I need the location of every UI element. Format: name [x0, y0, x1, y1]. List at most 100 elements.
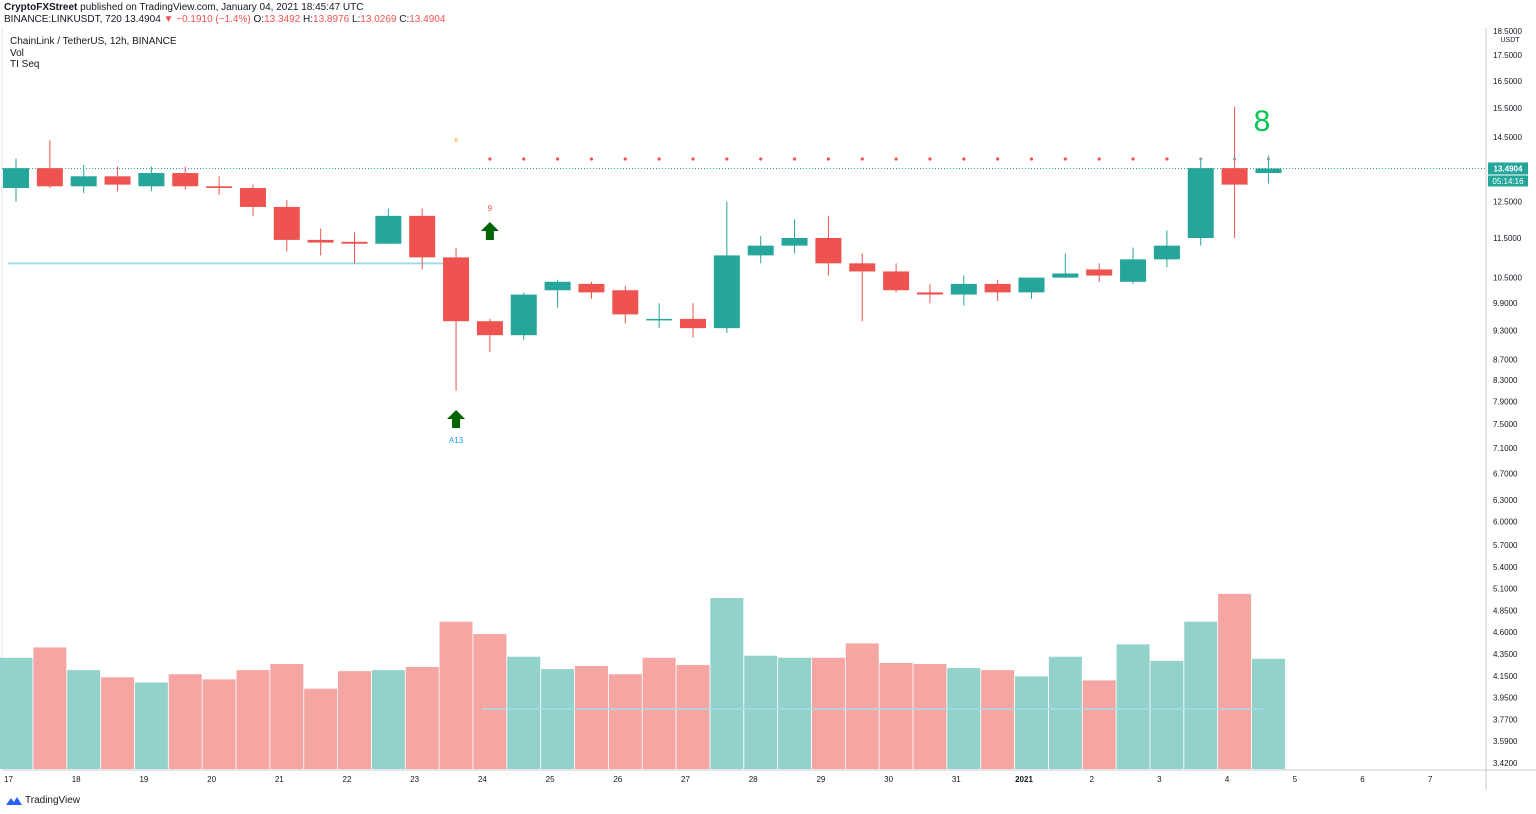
high-label: H: [303, 14, 314, 25]
td-resistance-dot [1063, 157, 1067, 161]
volume-bar [744, 655, 778, 769]
candle-body [104, 176, 131, 185]
candle-body [307, 239, 334, 243]
td-count-9-label: 9 [488, 204, 493, 213]
low-value: 13.0269 [360, 14, 397, 25]
publisher-name[interactable]: CryptoFXStreet [4, 2, 78, 13]
volume-bar [642, 657, 676, 769]
time-axis-tick-label: 24 [478, 775, 487, 784]
time-axis-tick-label: 22 [343, 775, 352, 784]
chart-legend: ChainLink / TetherUS, 12h, BINANCE Vol T… [10, 36, 177, 71]
volume-bar [608, 674, 642, 769]
buy-signal-arrow-icon [480, 222, 499, 240]
volume-bar [371, 670, 405, 769]
price-axis-tick-label: 5.7000 [1493, 541, 1518, 550]
time-axis-tick-label: 20 [207, 775, 216, 784]
low-label: L: [351, 14, 361, 25]
candle-body [612, 290, 639, 315]
candle-body [950, 283, 977, 295]
price-axis-tick-label: 5.4000 [1493, 563, 1518, 572]
td-resistance-dot [589, 157, 594, 161]
time-axis-tick-label: 3 [1157, 775, 1162, 784]
candle-body [443, 257, 470, 322]
time-axis-tick-label: 2021 [1015, 775, 1033, 784]
volume-bar [236, 670, 270, 769]
td-resistance-dot [1233, 157, 1237, 161]
published-text: published on TradingView.com, January 04… [80, 2, 364, 13]
volume-bar [1251, 658, 1285, 769]
time-axis-tick-label: 2 [1089, 775, 1094, 784]
price-axis-tick-label: 4.8500 [1493, 606, 1518, 615]
td-resistance-dot [759, 157, 763, 161]
td-resistance-dot [657, 157, 661, 161]
price-axis-tick-label: 9.3000 [1493, 326, 1518, 335]
volume-bar [1015, 676, 1048, 769]
price-axis-tick-label: 6.0000 [1493, 517, 1518, 526]
volume-bar [879, 662, 913, 769]
tradingview-logo-icon [6, 797, 22, 805]
price-axis-tick-label: 4.1500 [1493, 672, 1518, 681]
candle-body [578, 283, 605, 293]
legend-title[interactable]: ChainLink / TetherUS, 12h, BINANCE [10, 36, 177, 47]
time-axis-tick-label: 4 [1225, 775, 1230, 784]
volume-bar [101, 677, 135, 769]
price-axis-tick-label: 7.5000 [1493, 420, 1518, 429]
volume-bar [913, 663, 947, 769]
candle-body [138, 173, 165, 187]
td-count-8-label: 8 [1254, 105, 1271, 138]
open-value: 13.3492 [264, 14, 301, 25]
td-resistance-dot [826, 157, 831, 161]
candle-body [1221, 168, 1248, 185]
tradingview-footer[interactable]: TradingView [6, 795, 80, 806]
candle-body [815, 238, 842, 264]
price-axis-tick-label: 14.5000 [1493, 133, 1522, 142]
time-axis-tick-label: 26 [613, 775, 622, 784]
price-axis-tick-label: 7.9000 [1493, 398, 1518, 407]
countdown-badge [1488, 175, 1528, 187]
price-axis-tick-label: 3.4200 [1493, 759, 1518, 768]
td-resistance-dot [691, 157, 695, 161]
change-value: ▼ −0.1910 (−1.4%) [163, 14, 251, 25]
time-axis-tick-label: 23 [410, 775, 419, 784]
candle-body [36, 168, 63, 187]
time-axis-tick-label: 7 [1428, 775, 1433, 784]
volume-bar [1218, 593, 1252, 769]
volume-bar [1150, 660, 1184, 769]
price-axis-tick-label: 16.5000 [1493, 77, 1522, 86]
volume-bar [845, 643, 879, 769]
time-axis-tick-label: 21 [275, 775, 284, 784]
candle-body [849, 263, 876, 272]
candle-body [713, 255, 740, 329]
volume-bar [304, 688, 338, 769]
td-resistance-dot [1097, 157, 1101, 161]
volume-bar [168, 674, 202, 769]
volume-bar [270, 663, 304, 769]
time-axis-tick-label: 31 [952, 775, 961, 784]
price-axis-unit-label: USDT [1500, 37, 1520, 44]
price-axis-tick-label: 15.5000 [1493, 104, 1522, 113]
td-a13-label: A13 [449, 436, 464, 445]
legend-vol[interactable]: Vol [10, 47, 24, 59]
volume-bar [405, 667, 439, 769]
time-axis-tick-label: 27 [681, 775, 690, 784]
td-resistance-dot [860, 157, 864, 161]
close-label: C: [399, 14, 410, 25]
td-resistance-dot [522, 157, 526, 161]
price-axis-tick-label: 17.5000 [1493, 51, 1522, 60]
candle-body [747, 245, 774, 256]
candle-body [273, 206, 300, 240]
candle-body [916, 292, 943, 295]
time-axis-tick-label: 17 [4, 775, 13, 784]
volume-bar [1048, 656, 1082, 769]
td-resistance-dot [962, 157, 966, 161]
volume-bar [67, 670, 101, 769]
legend-indicator[interactable]: TI Seq [10, 59, 40, 70]
volume-bar [710, 598, 744, 769]
td-resistance-dot [1199, 157, 1203, 161]
td-resistance-dot [1266, 157, 1271, 161]
candle-body [1255, 168, 1282, 174]
td-resistance-dot [556, 157, 560, 161]
price-axis-tick-label: 8.7000 [1493, 356, 1518, 365]
close-value: 13.4904 [409, 14, 446, 25]
